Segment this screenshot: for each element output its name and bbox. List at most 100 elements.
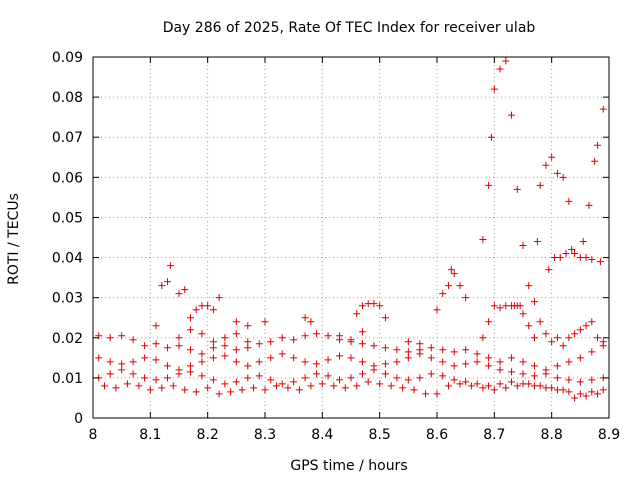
data-point-marker [427,370,435,378]
data-point-marker [347,336,355,344]
data-point-marker [410,386,418,394]
data-point-marker [324,356,332,364]
data-point-marker [313,370,321,378]
data-point-marker [591,157,599,165]
data-point-marker [118,360,126,368]
data-point-marker [502,384,510,392]
x-tick-label: 8.1 [139,427,161,443]
data-point-marker [565,197,573,205]
data-point-marker [181,386,189,394]
data-point-marker [427,354,435,362]
data-point-marker [519,242,527,250]
data-point-marker [416,340,424,348]
data-point-marker [221,334,229,342]
data-point-marker [358,358,366,366]
data-point-marker [588,318,596,326]
data-point-marker [548,338,556,346]
data-point-marker [422,390,430,398]
data-point-marker [261,386,269,394]
data-point-marker [324,332,332,340]
data-point-marker [393,358,401,366]
data-point-marker [135,382,143,390]
data-point-marker [479,384,487,392]
data-point-marker [530,298,538,306]
data-point-marker [106,334,114,342]
data-point-marker [221,342,229,350]
x-tick-label: 8.7 [483,427,505,443]
data-point-marker [141,342,149,350]
data-point-marker [244,374,252,382]
data-point-marker [278,350,286,358]
data-point-marker [284,384,292,392]
data-point-marker [545,266,553,274]
data-point-marker [123,380,131,388]
data-point-marker [232,358,240,366]
data-point-marker [106,358,114,366]
data-point-marker [232,346,240,354]
data-point-marker [508,111,516,119]
data-point-marker [181,286,189,294]
data-point-marker [427,344,435,352]
data-point-marker [112,384,120,392]
data-point-marker [565,388,573,396]
data-points [95,57,607,402]
data-point-marker [244,362,252,370]
data-point-marker [542,161,550,169]
data-point-marker [267,338,275,346]
data-point-marker [118,332,126,340]
data-point-marker [439,346,447,354]
data-point-marker [307,318,315,326]
data-point-marker [450,270,458,278]
data-point-marker [186,368,194,376]
data-point-marker [456,282,464,290]
data-point-marker [295,386,303,394]
data-point-marker [370,366,378,374]
data-point-marker [313,330,321,338]
data-point-marker [599,386,607,394]
data-point-marker [164,374,172,382]
data-point-marker [158,282,166,290]
data-point-marker [393,346,401,354]
data-point-marker [404,348,412,356]
data-point-marker [496,65,504,73]
data-point-marker [387,382,395,390]
data-point-marker [462,294,470,302]
data-point-marker [553,334,561,342]
data-point-marker [186,314,194,322]
data-point-marker [370,342,378,350]
data-point-marker [232,378,240,386]
data-point-marker [381,370,389,378]
data-point-marker [485,181,493,189]
data-point-marker [381,314,389,322]
data-point-marker [313,360,321,368]
y-tick-label: 0 [74,411,83,427]
data-point-marker [209,306,217,314]
data-point-marker [559,342,567,350]
data-point-marker [238,386,246,394]
x-tick-label: 8.5 [369,427,391,443]
data-point-marker [599,105,607,113]
data-point-marker [479,236,487,244]
data-point-marker [290,336,298,344]
data-point-marker [198,358,206,366]
data-point-marker [513,185,521,193]
x-tick-label: 8.8 [541,427,563,443]
data-point-marker [450,362,458,370]
data-point-marker [244,344,252,352]
data-point-marker [548,384,556,392]
data-point-marker [158,384,166,392]
data-point-marker [100,382,108,390]
x-tick-label: 8.9 [598,427,620,443]
data-point-marker [301,374,309,382]
data-point-marker [164,362,172,370]
data-point-marker [370,300,378,308]
data-point-marker [576,378,584,386]
data-point-marker [192,306,200,314]
data-point-marker [496,304,504,312]
data-point-marker [129,370,137,378]
data-point-marker [513,382,521,390]
data-point-marker [393,374,401,382]
data-point-marker [336,376,344,384]
data-point-marker [447,266,455,274]
data-point-marker [164,278,172,286]
